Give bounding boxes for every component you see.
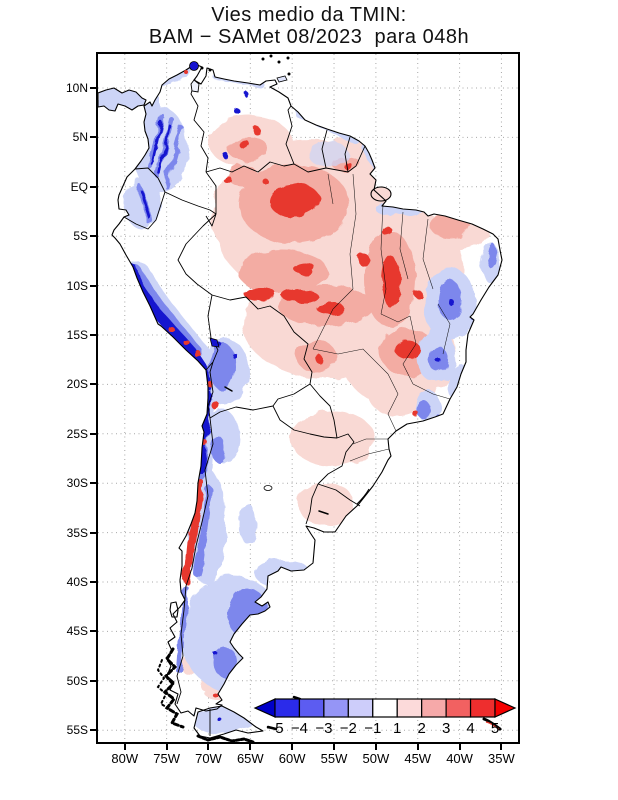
lat-tick-10N <box>90 87 97 89</box>
lon-label-65W: 65W <box>236 751 264 766</box>
santa-marta-warm-spot <box>184 70 188 74</box>
lon-tick-70W <box>207 743 210 750</box>
plot-frame <box>96 52 520 744</box>
colorbar-box-2-to-3 <box>421 698 447 718</box>
colorbar-box--3-to--2 <box>323 698 349 718</box>
bias-color-field <box>98 67 500 733</box>
map-canvas: −5 −4 −3 −2 −1 1 2 3 4 5 <box>98 54 518 742</box>
lon-label-50W: 50W <box>362 751 390 766</box>
lat-label-35S: 35S <box>66 525 88 540</box>
salar-de-uyuni <box>224 386 233 392</box>
lon-tick-80W <box>123 743 126 750</box>
lat-tick-25S <box>90 432 97 435</box>
colorbar-label-5: 5 <box>491 720 499 737</box>
lon-tick-45W <box>416 743 419 750</box>
lat-tick-20S <box>90 383 97 386</box>
colorbar-label--1: −1 <box>364 720 381 737</box>
colorbar-box--2-to--1 <box>347 698 374 718</box>
lat-label-5N: 5N <box>72 130 88 145</box>
lat-label-55S: 55S <box>66 723 88 738</box>
south-georgia-island <box>482 717 502 731</box>
lat-tick-5S <box>90 235 97 238</box>
colorbar-right-arrow <box>494 698 517 718</box>
lat-tick-30S <box>90 482 97 485</box>
colorbar-box-1-to-2 <box>396 698 423 718</box>
lon-tick-75W <box>165 743 168 750</box>
uruguay-lagoon <box>318 510 329 515</box>
state-borders <box>312 173 451 462</box>
lake-maracaibo <box>190 79 200 93</box>
islands-and-lakes <box>156 54 502 742</box>
trinidad-island <box>276 75 288 83</box>
lat-label-10N: 10N <box>65 81 88 95</box>
lon-label-60W: 60W <box>278 751 306 766</box>
lon-tick-65W <box>249 743 252 750</box>
lon-label-55W: 55W <box>320 751 348 766</box>
lat-label-15S: 15S <box>66 328 88 342</box>
lon-tick-50W <box>374 743 377 750</box>
lon-tick-40W <box>458 743 461 750</box>
colorbar-box-4-to-5 <box>469 698 496 718</box>
lon-label-80W: 80W <box>111 751 139 766</box>
lat-tick-55S <box>90 729 97 732</box>
chilean-fjords-outer <box>156 659 171 710</box>
lat-label-50S: 50S <box>66 673 88 688</box>
staten-island <box>266 725 278 731</box>
lon-label-70W: 70W <box>195 751 222 766</box>
tierra-del-fuego-south-coast <box>196 734 255 742</box>
lon-label-35W: 35W <box>488 751 515 766</box>
lat-tick-35S <box>90 531 97 534</box>
colorbar-box-3-to-4 <box>445 698 472 718</box>
guajira-cold-bias-spot <box>189 61 199 71</box>
lat-tick-40S <box>90 581 97 583</box>
lat-label-45S: 45S <box>66 624 88 639</box>
colorbar-left-arrow <box>253 698 276 718</box>
colorbar-label--2: −2 <box>340 720 357 737</box>
lat-label-25S: 25S <box>66 426 88 441</box>
colorbar-label-2: 2 <box>417 720 425 737</box>
colorbar-label--3: −3 <box>315 720 332 737</box>
figure-title-line1: Vies medio da TMIN: <box>211 4 407 26</box>
colorbar-label-4: 4 <box>466 720 474 737</box>
colorbar-box--5-to--4 <box>274 698 301 718</box>
lat-tick-EQ <box>90 185 97 188</box>
lake-titicaca <box>209 337 220 348</box>
lat-label-EQ: EQ <box>70 179 88 194</box>
mar-chiquita-lake <box>263 485 273 491</box>
colorbar-label-1: 1 <box>393 720 401 737</box>
figure-title-line2: BAM − SAMet 08/2023 para 048h <box>148 26 470 48</box>
colorbar: −5 −4 −3 −2 −1 1 2 3 4 5 <box>253 698 517 737</box>
lesser-antilles-dots <box>200 54 291 76</box>
lat-label-40S: 40S <box>66 575 88 589</box>
colorbar-box--4-to--3 <box>298 698 325 718</box>
lon-tick-60W <box>291 743 294 750</box>
colorbar-label--5: −5 <box>266 720 283 737</box>
colorbar-label--4: −4 <box>291 720 308 737</box>
lat-tick-45S <box>90 630 97 633</box>
lat-label-5S: 5S <box>73 229 88 244</box>
lat-label-20S: 20S <box>66 377 88 392</box>
lon-label-40W: 40W <box>446 751 473 766</box>
lon-tick-55W <box>333 743 336 750</box>
lat-label-10S: 10S <box>66 278 88 293</box>
lagoa-dos-patos <box>356 488 370 505</box>
lon-tick-35W <box>500 743 503 750</box>
colorbar-label-3: 3 <box>442 720 450 737</box>
lon-label-75W: 75W <box>153 751 180 766</box>
lon-label-45W: 45W <box>404 751 432 766</box>
lat-tick-5N <box>90 136 97 139</box>
colorbar-box--1-to-1 <box>372 698 398 718</box>
south-georgia-field-edge <box>485 721 500 730</box>
lat-tick-50S <box>90 679 97 682</box>
lat-tick-10S <box>90 284 97 287</box>
lat-label-30S: 30S <box>66 476 88 491</box>
country-borders <box>123 78 451 736</box>
lat-tick-15S <box>90 334 97 336</box>
